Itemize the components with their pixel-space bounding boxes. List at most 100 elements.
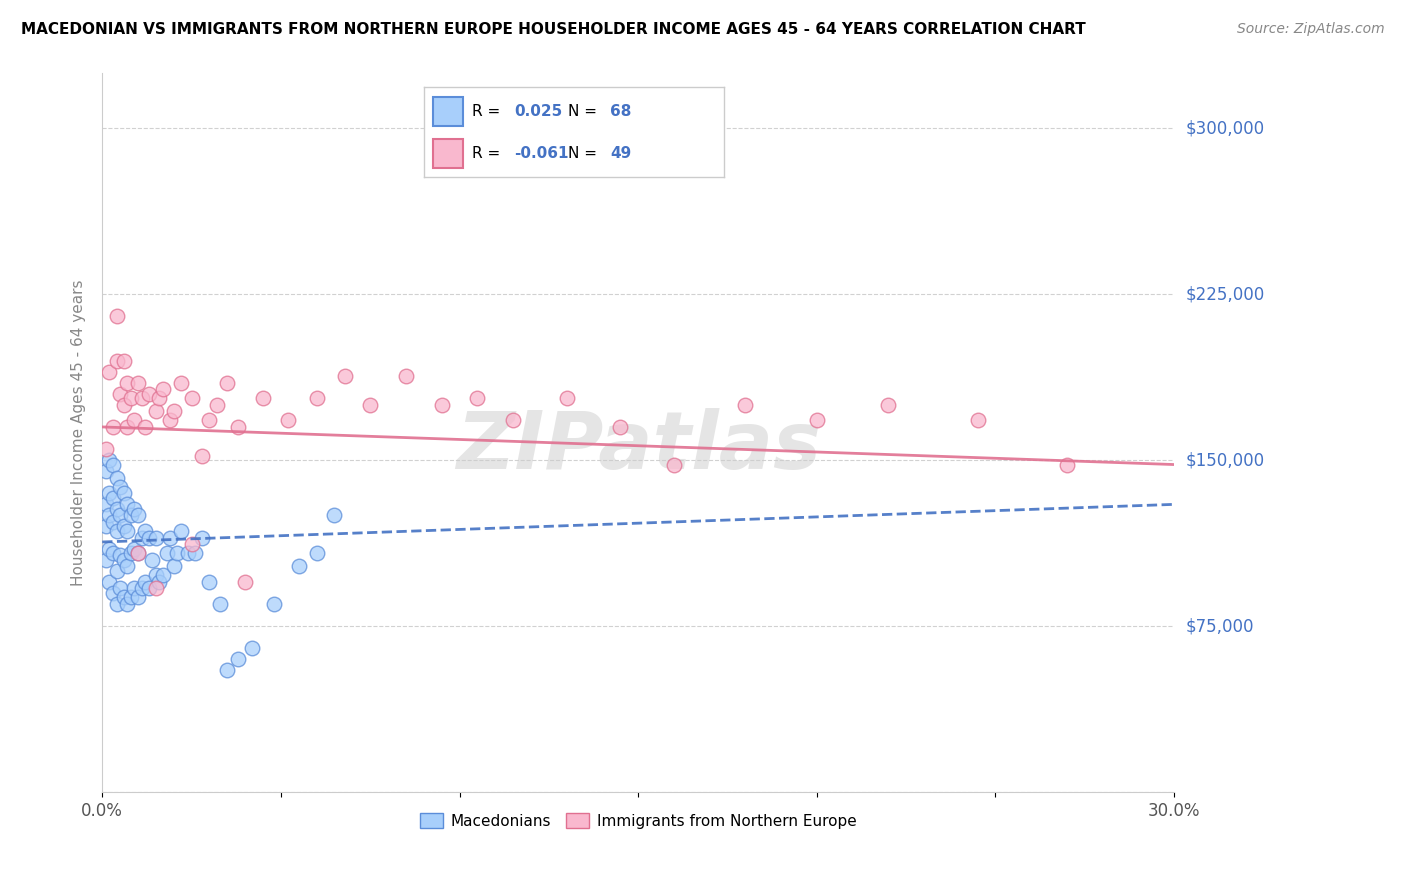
Point <box>145 582 167 596</box>
Point <box>124 582 146 596</box>
Point <box>138 386 160 401</box>
Point <box>287 559 309 574</box>
Point <box>120 391 142 405</box>
Point <box>877 398 900 412</box>
Point <box>115 420 138 434</box>
Point <box>127 591 149 605</box>
Point <box>198 413 221 427</box>
Point <box>101 420 124 434</box>
Point <box>166 546 188 560</box>
Point <box>305 546 328 560</box>
Point <box>112 353 135 368</box>
Legend: Macedonians, Immigrants from Northern Europe: Macedonians, Immigrants from Northern Eu… <box>413 806 863 835</box>
Point <box>205 398 228 412</box>
Point <box>105 353 128 368</box>
Point <box>184 546 207 560</box>
Y-axis label: Householder Income Ages 45 - 64 years: Householder Income Ages 45 - 64 years <box>72 279 86 586</box>
Point <box>502 413 524 427</box>
Point <box>127 376 149 390</box>
Point <box>127 546 149 560</box>
Point <box>120 546 142 560</box>
Point <box>180 537 202 551</box>
Point <box>127 546 149 560</box>
Text: $75,000: $75,000 <box>1185 617 1254 635</box>
Point <box>252 391 274 405</box>
Text: $300,000: $300,000 <box>1185 120 1264 137</box>
Point <box>108 508 131 523</box>
Point <box>98 508 121 523</box>
Point <box>734 398 756 412</box>
Text: $150,000: $150,000 <box>1185 451 1264 469</box>
Point <box>170 376 193 390</box>
Point <box>115 524 138 538</box>
Point <box>806 413 828 427</box>
Point <box>395 369 418 384</box>
Point <box>609 420 631 434</box>
Point <box>198 574 221 589</box>
Point <box>159 413 181 427</box>
Point <box>152 382 174 396</box>
Point <box>105 471 128 485</box>
Point <box>233 574 256 589</box>
Point <box>134 524 156 538</box>
Point <box>98 541 121 556</box>
Point <box>124 501 146 516</box>
Point <box>94 442 117 456</box>
Point <box>112 519 135 533</box>
Point <box>127 508 149 523</box>
Point <box>108 386 131 401</box>
Point <box>335 369 357 384</box>
Point <box>430 398 453 412</box>
Point <box>263 597 285 611</box>
Point <box>105 597 128 611</box>
Point <box>305 391 328 405</box>
Point <box>101 586 124 600</box>
Point <box>105 310 128 324</box>
Point <box>226 652 249 666</box>
Point <box>105 501 128 516</box>
Point <box>163 559 186 574</box>
Point <box>98 365 121 379</box>
Point <box>131 531 153 545</box>
Point <box>145 404 167 418</box>
Point <box>115 497 138 511</box>
Point <box>217 663 239 677</box>
Point <box>145 568 167 582</box>
Point <box>101 515 124 529</box>
Point <box>966 413 988 427</box>
Point <box>108 548 131 562</box>
Point <box>112 552 135 566</box>
Point <box>131 391 153 405</box>
Text: $225,000: $225,000 <box>1185 285 1264 303</box>
Point <box>217 376 239 390</box>
Point <box>98 453 121 467</box>
Point <box>112 486 135 500</box>
Point <box>108 582 131 596</box>
Text: Source: ZipAtlas.com: Source: ZipAtlas.com <box>1237 22 1385 37</box>
Point <box>115 597 138 611</box>
Point <box>115 376 138 390</box>
Point <box>209 597 232 611</box>
Point <box>101 458 124 472</box>
Point <box>323 508 346 523</box>
Point <box>115 559 138 574</box>
Point <box>105 524 128 538</box>
Point <box>159 531 181 545</box>
Point <box>141 552 163 566</box>
Point <box>163 404 186 418</box>
Point <box>124 541 146 556</box>
Point <box>94 497 117 511</box>
Point <box>152 568 174 582</box>
Point <box>191 449 214 463</box>
Point <box>148 574 170 589</box>
Point <box>98 486 121 500</box>
Point <box>94 519 117 533</box>
Point <box>138 531 160 545</box>
Point <box>145 531 167 545</box>
Point <box>177 546 200 560</box>
Point <box>134 420 156 434</box>
Point <box>191 531 214 545</box>
Point <box>98 574 121 589</box>
Point <box>138 582 160 596</box>
Text: ZIPatlas: ZIPatlas <box>456 408 821 486</box>
